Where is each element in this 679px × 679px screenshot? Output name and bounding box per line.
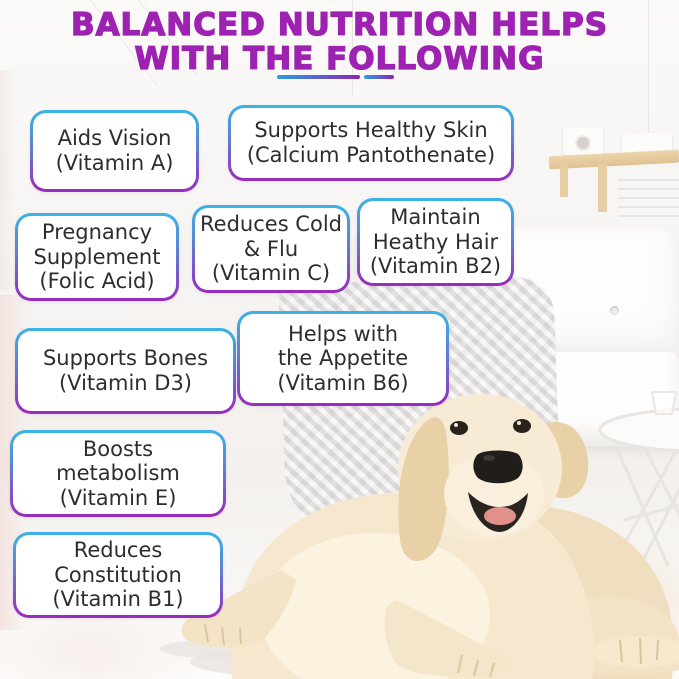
benefit-line: Boosts — [82, 436, 154, 461]
benefit-box-vitamin-c: Reduces Cold & Flu (Vitamin C) — [192, 205, 350, 293]
benefit-box-folic-acid: Pregnancy Supplement (Folic Acid) — [15, 213, 179, 301]
benefit-box-vitamin-d3: Supports Bones (Vitamin D3) — [15, 328, 236, 414]
benefit-line: (Folic Acid) — [39, 269, 155, 294]
desk-leg — [560, 163, 568, 197]
benefit-box-calcium-pantothenate: Supports Healthy Skin (Calcium Pantothen… — [228, 105, 514, 181]
headline-line1: BALANCED NUTRITION HELPS — [70, 7, 609, 43]
benefit-line: Maintain — [390, 205, 481, 230]
headline: BALANCED NUTRITION HELPS WITH THE FOLLOW… — [0, 7, 679, 78]
benefit-line: (Vitamin C) — [211, 261, 331, 286]
benefit-line: Pregnancy — [41, 220, 153, 245]
white-radio — [622, 133, 672, 155]
benefit-line: (Vitamin E) — [59, 485, 177, 510]
wall-seam — [648, 0, 649, 150]
benefit-line: Reduces — [73, 538, 163, 563]
camera-lens — [575, 135, 591, 151]
benefit-line: the Appetite — [277, 346, 409, 371]
vintage-camera — [563, 127, 603, 155]
benefit-line: metabolism — [56, 461, 180, 486]
headline-line2: WITH THE FOLLOWING — [134, 41, 545, 78]
white-cabinet — [618, 172, 679, 224]
floor-reflection — [540, 540, 679, 670]
benefit-line: (Vitamin A) — [55, 151, 174, 175]
benefit-line: (Vitamin B1) — [52, 587, 184, 612]
benefit-line: Heathy Hair — [372, 229, 499, 254]
benefit-box-vitamin-e: Boosts metabolism (Vitamin E) — [10, 430, 226, 517]
couch-tufting-button — [610, 306, 619, 315]
benefit-line: Supports Healthy Skin — [254, 118, 488, 143]
benefit-line: (Vitamin B2) — [369, 254, 502, 279]
benefit-box-vitamin-b2: Maintain Heathy Hair (Vitamin B2) — [357, 198, 514, 286]
benefit-line: Supports Bones — [42, 346, 209, 371]
benefit-box-vitamin-b6: Helps with the Appetite (Vitamin B6) — [237, 311, 449, 406]
benefit-box-vitamin-a: Aids Vision (Vitamin A) — [30, 110, 199, 192]
benefit-line: (Vitamin B6) — [277, 370, 409, 395]
curtain — [0, 70, 16, 290]
benefit-line: Supplement — [33, 244, 161, 269]
benefit-line: Constitution — [54, 562, 182, 587]
right-paw-toes — [457, 654, 495, 678]
benefit-line: Aids Vision — [57, 126, 172, 151]
wall-seam — [352, 0, 353, 95]
benefit-line: (Calcium Pantothenate) — [246, 143, 496, 167]
desk-leg — [598, 164, 607, 212]
benefit-line: & Flu — [243, 236, 299, 261]
benefit-line: Reduces Cold — [200, 212, 342, 237]
benefit-line: Helps with — [287, 321, 399, 346]
headline-underline — [277, 75, 397, 79]
benefit-box-vitamin-b1: Reduces Constitution (Vitamin B1) — [13, 532, 223, 618]
benefit-line: (Vitamin D3) — [58, 371, 193, 395]
